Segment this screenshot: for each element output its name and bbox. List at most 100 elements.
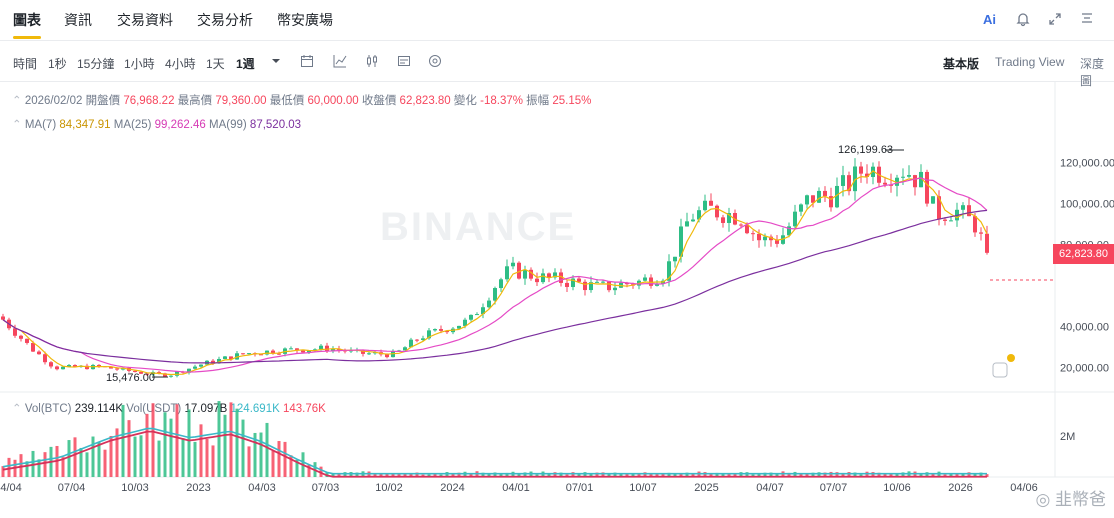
expand-icon[interactable] — [1046, 10, 1064, 28]
volume-bar — [673, 474, 677, 477]
ma25-label: MA(25) — [113, 119, 152, 131]
candle — [325, 345, 329, 352]
view-tradingview[interactable]: Trading View — [995, 55, 1065, 69]
calendar-icon[interactable] — [299, 53, 315, 69]
volume-bar — [949, 473, 953, 477]
time-axis-label: 04/03 — [248, 482, 276, 494]
volume-bar — [565, 474, 569, 477]
toggle-arrow-icon[interactable]: ⌃ — [12, 119, 22, 131]
time-axis-label: 10/02 — [375, 482, 403, 494]
candle — [841, 175, 845, 186]
volume-bar — [115, 428, 119, 477]
tab-trade-data[interactable]: 交易資料 — [117, 12, 173, 28]
candle — [895, 177, 899, 186]
candle — [907, 175, 911, 177]
volume-bar — [961, 473, 965, 477]
volume-bar — [853, 472, 857, 477]
volume-bar — [607, 474, 611, 477]
tf-1d[interactable]: 1天 — [206, 57, 225, 71]
volume-bar — [871, 472, 875, 477]
time-axis-label: 04/01 — [502, 482, 530, 494]
volume-bar — [145, 413, 149, 477]
volume-bar — [787, 472, 791, 477]
tab-trade-analysis[interactable]: 交易分析 — [197, 12, 253, 28]
dropdown-icon[interactable] — [268, 53, 284, 69]
more-icon[interactable] — [1078, 10, 1096, 28]
volume-bar — [343, 472, 347, 477]
line-tool-icon[interactable] — [332, 53, 348, 69]
volume-bar — [349, 472, 353, 477]
price-axis-label: 100,000.00 — [1060, 199, 1114, 211]
ma99-line — [2, 209, 988, 364]
candle — [553, 272, 557, 278]
candle — [427, 330, 431, 339]
tf-1s[interactable]: 1秒 — [48, 57, 67, 71]
price-axis-label: 120,000.00 — [1060, 158, 1114, 170]
volume-bar — [157, 440, 161, 477]
view-basic[interactable]: 基本版 — [943, 57, 980, 71]
settings-icon[interactable] — [427, 53, 443, 69]
volume-bar — [667, 472, 671, 477]
candle — [487, 300, 491, 308]
candle — [799, 204, 803, 212]
candle — [523, 269, 527, 279]
volume-bar — [133, 436, 137, 477]
indicators-icon[interactable] — [396, 53, 412, 69]
volume-bar — [127, 420, 131, 477]
volume-bar — [211, 445, 215, 477]
candle — [721, 217, 725, 223]
high-annotation: 126,199.63 — [838, 144, 893, 156]
volume-bar — [409, 473, 413, 477]
time-axis-label: 04/07 — [756, 482, 784, 494]
tab-binance-square[interactable]: 幣安廣場 — [277, 12, 333, 28]
volume-bar — [985, 474, 989, 477]
ai-icon[interactable]: Ai — [982, 10, 1000, 28]
tf-15m[interactable]: 15分鐘 — [77, 57, 115, 71]
volume-bar — [805, 474, 809, 477]
candle — [439, 329, 443, 331]
tf-1h[interactable]: 1小時 — [124, 57, 155, 71]
kline-chart[interactable]: 120,000.00100,000.0080,000.0040,000.0020… — [0, 82, 1114, 518]
volume-bar — [613, 472, 617, 477]
volume-bar — [265, 422, 269, 477]
candle — [199, 364, 203, 367]
ma99-value: 87,520.03 — [249, 119, 302, 131]
candle — [133, 370, 137, 372]
volume-bar — [733, 473, 737, 477]
view-depth[interactable]: 深度圖 — [1080, 57, 1105, 88]
brand-text: 韭幣爸 — [1055, 490, 1106, 509]
volume-bar — [901, 472, 905, 477]
candle — [505, 266, 509, 280]
ma25-line — [2, 177, 988, 373]
candle — [499, 279, 503, 289]
volume-bar — [433, 473, 437, 477]
candle — [763, 236, 767, 241]
volume-bar — [403, 473, 407, 477]
volume-bar — [583, 472, 587, 477]
binance-watermark: BINANCE — [380, 205, 577, 249]
candle — [409, 339, 413, 348]
ma7-label: MA(7) — [24, 119, 57, 131]
bell-icon[interactable] — [1014, 10, 1032, 28]
candle — [421, 338, 425, 341]
candle-type-icon[interactable] — [364, 53, 380, 69]
toggle-arrow-icon[interactable]: ⌃ — [12, 95, 22, 107]
time-axis-label: 04/06 — [1010, 482, 1038, 494]
tf-1w[interactable]: 1週 — [236, 57, 255, 71]
candle — [925, 171, 929, 204]
volume-bar — [769, 472, 773, 477]
candle — [61, 366, 65, 370]
toggle-arrow-icon[interactable]: ⌃ — [12, 403, 22, 415]
amp-label: 振幅 — [526, 95, 550, 107]
price-axis-label: 20,000.00 — [1060, 363, 1109, 375]
tab-chart[interactable]: 圖表 — [13, 12, 41, 28]
tab-info[interactable]: 資訊 — [64, 12, 92, 28]
candle — [727, 213, 731, 223]
candle — [271, 350, 275, 354]
candle — [571, 278, 575, 287]
ma7-line — [2, 170, 988, 376]
volume-bar — [259, 432, 263, 477]
volume-bar — [547, 474, 551, 477]
tf-4h[interactable]: 4小時 — [165, 57, 196, 71]
volume-bar — [823, 472, 827, 477]
